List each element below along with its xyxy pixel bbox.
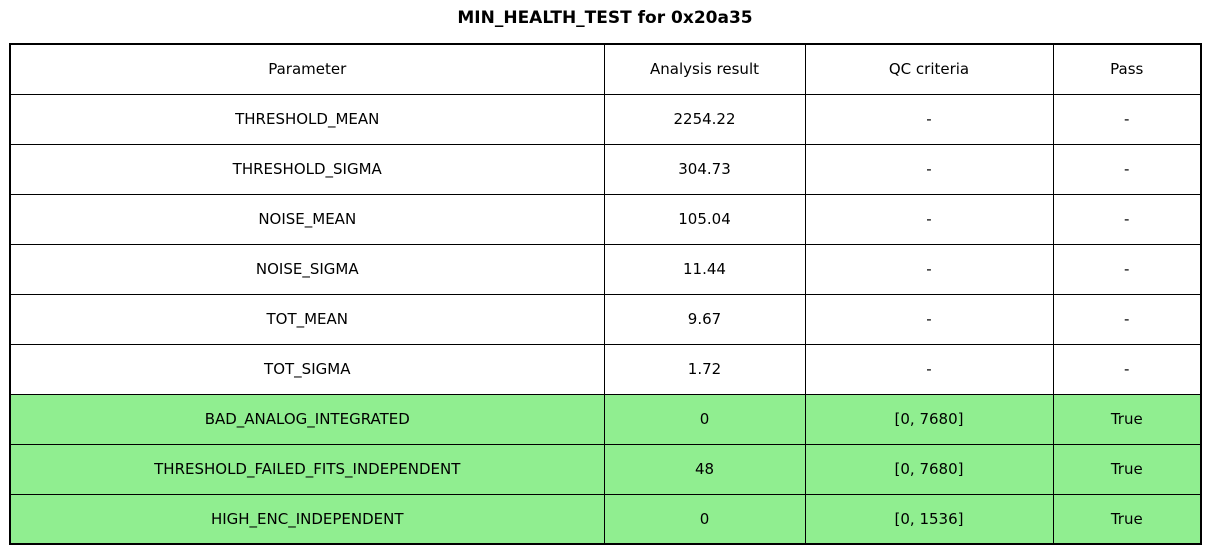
cell-pass: True bbox=[1052, 493, 1202, 545]
column-header-pass: Pass bbox=[1052, 43, 1202, 95]
header-row: Parameter Analysis result QC criteria Pa… bbox=[9, 43, 1202, 95]
column-header-parameter: Parameter bbox=[9, 43, 605, 95]
table-row: NOISE_SIGMA 11.44- - bbox=[9, 243, 1202, 295]
cell-analysis-result: 1.72 bbox=[603, 343, 806, 395]
cell-qc-criteria: - bbox=[804, 293, 1054, 345]
cell-analysis-result: 11.44 bbox=[603, 243, 806, 295]
column-header-qc-criteria: QC criteria bbox=[804, 43, 1054, 95]
cell-qc-criteria: - bbox=[804, 93, 1054, 145]
cell-analysis-result: 0 bbox=[603, 493, 806, 545]
table-row: BAD_ANALOG_INTEGRATED 0 [0, 7680] True bbox=[9, 393, 1202, 445]
table-body: THRESHOLD_MEAN 2254.22- - THRESHOLD_SIGMA 30… bbox=[9, 93, 1202, 545]
cell-parameter: BAD_ANALOG_INTEGRATED bbox=[9, 393, 605, 445]
qc-table: Parameter Analysis result QC criteria Pa… bbox=[9, 43, 1202, 545]
table-row: TOT_MEAN 9.67- - bbox=[9, 293, 1202, 345]
cell-parameter: THRESHOLD_FAILED_FITS_INDEPENDENT bbox=[9, 443, 605, 495]
cell-pass: - bbox=[1052, 93, 1202, 145]
cell-analysis-result: 48 bbox=[603, 443, 806, 495]
cell-analysis-result: 0 bbox=[603, 393, 806, 445]
table-row: THRESHOLD_SIGMA 304.73- - bbox=[9, 143, 1202, 195]
cell-qc-criteria: - bbox=[804, 343, 1054, 395]
table-row: THRESHOLD_FAILED_FITS_INDEPENDENT 48 [0, 7… bbox=[9, 443, 1202, 495]
cell-analysis-result: 304.73 bbox=[603, 143, 806, 195]
cell-pass: True bbox=[1052, 393, 1202, 445]
cell-parameter: NOISE_SIGMA bbox=[9, 243, 605, 295]
cell-pass: - bbox=[1052, 193, 1202, 245]
cell-pass: - bbox=[1052, 293, 1202, 345]
cell-parameter: THRESHOLD_SIGMA bbox=[9, 143, 605, 195]
table-row: NOISE_MEAN 105.04- - bbox=[9, 193, 1202, 245]
cell-qc-criteria: [0, 7680] bbox=[804, 443, 1054, 495]
cell-pass: True bbox=[1052, 443, 1202, 495]
table-row: THRESHOLD_MEAN 2254.22- - bbox=[9, 93, 1202, 145]
table-row: HIGH_ENC_INDEPENDENT 0 [0, 1536] True bbox=[9, 493, 1202, 545]
cell-parameter: HIGH_ENC_INDEPENDENT bbox=[9, 493, 605, 545]
cell-parameter: THRESHOLD_MEAN bbox=[9, 93, 605, 145]
cell-parameter: TOT_SIGMA bbox=[9, 343, 605, 395]
cell-analysis-result: 2254.22 bbox=[603, 93, 806, 145]
cell-qc-criteria: - bbox=[804, 193, 1054, 245]
cell-qc-criteria: - bbox=[804, 143, 1054, 195]
table-row: TOT_SIGMA 1.72- - bbox=[9, 343, 1202, 395]
cell-qc-criteria: [0, 1536] bbox=[804, 493, 1054, 545]
figure-title: MIN_HEALTH_TEST for 0x20a35 bbox=[457, 8, 753, 28]
cell-pass: - bbox=[1052, 143, 1202, 195]
cell-analysis-result: 105.04 bbox=[603, 193, 806, 245]
cell-pass: - bbox=[1052, 343, 1202, 395]
cell-qc-criteria: [0, 7680] bbox=[804, 393, 1054, 445]
cell-qc-criteria: - bbox=[804, 243, 1054, 295]
cell-pass: - bbox=[1052, 243, 1202, 295]
cell-parameter: TOT_MEAN bbox=[9, 293, 605, 345]
column-header-analysis-result: Analysis result bbox=[603, 43, 806, 95]
cell-parameter: NOISE_MEAN bbox=[9, 193, 605, 245]
cell-analysis-result: 9.67 bbox=[603, 293, 806, 345]
